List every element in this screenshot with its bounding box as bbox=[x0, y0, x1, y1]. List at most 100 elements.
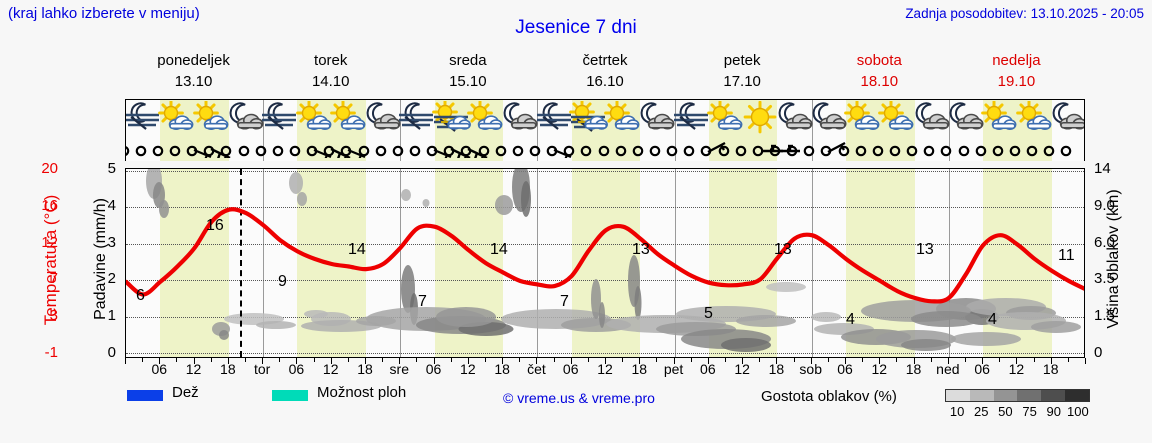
x-tick-mark bbox=[433, 358, 435, 364]
moon-cloud-icon bbox=[363, 101, 403, 135]
day-divider-line bbox=[537, 169, 539, 357]
day-divider-line bbox=[537, 100, 539, 161]
wind-barb-icon bbox=[886, 138, 926, 158]
showers-legend-swatch bbox=[272, 390, 308, 401]
day-divider-line bbox=[674, 100, 676, 161]
x-tick-mark bbox=[467, 358, 469, 364]
temperature-max-label: 14 bbox=[490, 241, 508, 258]
precipitation-tick-0: 5 bbox=[107, 160, 116, 177]
x-tick-label: 18 bbox=[357, 361, 373, 377]
sun-cloud-icon bbox=[1015, 101, 1055, 135]
sun-cloud-icon bbox=[192, 101, 232, 135]
wind-barb-icon bbox=[389, 138, 429, 158]
temperature-max-label: 13 bbox=[632, 241, 650, 258]
day-divider-line bbox=[400, 169, 402, 357]
wind-barb-icon bbox=[937, 138, 977, 158]
day-date: 19.10 bbox=[997, 73, 1036, 90]
sun-cloud-icon bbox=[466, 101, 506, 135]
day-header-četrtek: četrtek 16.10 bbox=[536, 50, 673, 92]
wind-barb-icon bbox=[989, 138, 1029, 158]
x-tick-mark bbox=[210, 358, 212, 362]
x-tick-mark bbox=[450, 358, 452, 362]
day-date: 13.10 bbox=[174, 73, 213, 90]
precipitation-tick-5: 0 bbox=[107, 344, 116, 361]
x-tick-label: pet bbox=[663, 361, 684, 377]
day-name: sreda bbox=[449, 52, 487, 69]
wind-barb-icon bbox=[126, 138, 155, 158]
temperature-tick-1: 16 bbox=[41, 196, 58, 214]
x-tick-label: 18 bbox=[631, 361, 648, 377]
temperature-min-label: 7 bbox=[560, 293, 569, 310]
wind-barb-icon bbox=[492, 138, 532, 158]
wind-barb-icon bbox=[200, 138, 240, 158]
x-tick-label: 12 bbox=[185, 361, 202, 377]
day-date: 15.10 bbox=[449, 73, 487, 90]
x-tick-mark bbox=[159, 358, 161, 364]
x-tick-mark bbox=[896, 358, 898, 362]
x-tick-mark bbox=[605, 358, 606, 364]
x-tick-label: 06 bbox=[562, 361, 579, 377]
x-tick-mark bbox=[742, 358, 744, 364]
moon-cloud-icon bbox=[637, 101, 677, 135]
precipitation-tick-3: 2 bbox=[107, 270, 116, 288]
temperature-max-label: 13 bbox=[916, 241, 934, 258]
moon-cloud-icon bbox=[500, 101, 540, 135]
cloud-density-legend-title: Gostota oblakov (%) bbox=[761, 388, 897, 405]
x-tick-mark bbox=[930, 358, 932, 362]
moon-cloud-icon bbox=[775, 101, 815, 135]
cloud-density-step bbox=[1041, 390, 1066, 401]
wind-barb-icon bbox=[269, 138, 309, 158]
x-tick-mark bbox=[587, 358, 589, 362]
day-divider-line bbox=[263, 169, 265, 357]
wind-barb-icon bbox=[1023, 138, 1063, 158]
wind-barb-icon bbox=[355, 138, 395, 158]
x-tick-mark bbox=[365, 358, 366, 364]
wind-barb-icon bbox=[732, 138, 772, 158]
day-header-torek: torek 14.10 bbox=[262, 50, 399, 92]
x-tick-mark bbox=[827, 358, 829, 362]
showers-legend-label: Možnost ploh bbox=[317, 384, 407, 401]
cloud-density-step-label: 50 bbox=[998, 404, 1013, 419]
moon-cloud-icon bbox=[912, 101, 952, 135]
day-name: torek bbox=[314, 52, 348, 69]
sun-icon bbox=[740, 101, 780, 135]
x-tick-mark bbox=[193, 358, 195, 364]
sun-fog-icon bbox=[431, 101, 472, 135]
cloud-density-step-label: 75 bbox=[1022, 404, 1037, 419]
wind-barb-icon bbox=[372, 138, 412, 158]
copyright-link[interactable]: © vreme.us & vreme.pro bbox=[503, 390, 655, 406]
day-divider-line bbox=[400, 100, 402, 161]
temperature-tick-0: 20 bbox=[41, 160, 58, 177]
cloud-density-step bbox=[1017, 390, 1042, 401]
x-tick-label: 06 bbox=[151, 361, 168, 377]
wind-barb-icon bbox=[526, 138, 566, 158]
wind-barb-icon bbox=[715, 138, 755, 158]
temperature-min-label: 4 bbox=[988, 311, 997, 328]
location-menu-note: (kraj lahko izberete v meniju) bbox=[8, 5, 200, 22]
day-name: nedelja bbox=[992, 52, 1041, 69]
wind-barb-icon bbox=[149, 138, 189, 158]
temperature-curve bbox=[126, 169, 1084, 357]
wind-barb-icon bbox=[920, 138, 960, 158]
moon-clear-fog-icon bbox=[260, 101, 300, 135]
x-tick-mark bbox=[879, 358, 881, 364]
sun-cloud-icon bbox=[295, 101, 335, 135]
x-tick-label: 18 bbox=[494, 361, 510, 377]
x-tick-mark bbox=[125, 358, 126, 364]
moon-cloud-icon bbox=[946, 101, 986, 135]
sun-cloud-icon bbox=[603, 101, 643, 135]
x-tick-mark bbox=[502, 358, 504, 364]
temperature-max-label: 13 bbox=[774, 241, 792, 258]
cloud-density-step bbox=[1065, 390, 1089, 401]
day-date: 17.10 bbox=[723, 73, 761, 90]
x-tick-mark bbox=[947, 358, 949, 364]
wind-barb-icon bbox=[697, 138, 737, 158]
precipitation-tick-1: 4 bbox=[107, 196, 116, 214]
sun-cloud-icon bbox=[706, 101, 746, 135]
x-tick-mark bbox=[1067, 358, 1069, 362]
day-divider-line bbox=[811, 169, 813, 357]
horizontal-gridline bbox=[126, 207, 1084, 208]
x-tick-mark bbox=[1050, 358, 1052, 364]
x-tick-mark bbox=[347, 358, 349, 362]
